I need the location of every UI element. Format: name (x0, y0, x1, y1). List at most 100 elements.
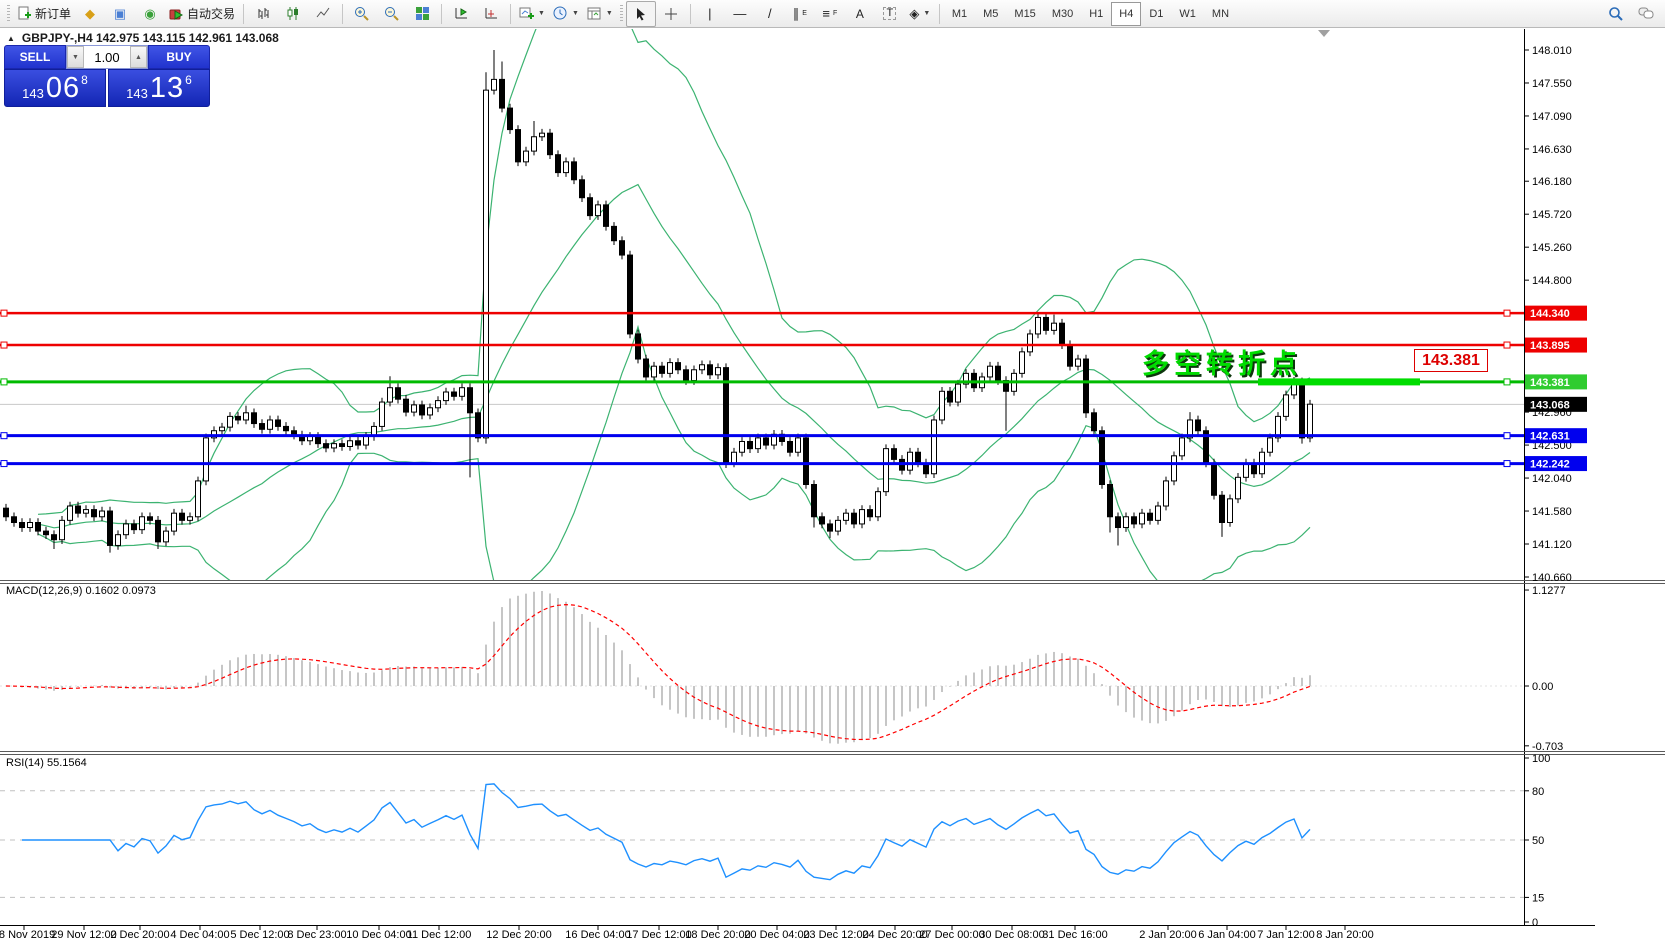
chart-shift-button[interactable] (476, 1, 506, 27)
zoom-out-icon (385, 6, 399, 21)
cursor-tool-button[interactable] (625, 0, 656, 27)
tile-windows-button[interactable] (407, 1, 437, 27)
svg-text:0.00: 0.00 (1532, 681, 1553, 693)
svg-text:27 Dec 00:00: 27 Dec 00:00 (919, 929, 984, 941)
sell-price-button[interactable]: 143 06 8 (4, 69, 106, 107)
toolbar-drag-handle[interactable] (619, 4, 623, 23)
market-depth-button[interactable]: ◆ (75, 1, 105, 27)
line-anchor (0, 341, 8, 349)
svg-text:23 Dec 12:00: 23 Dec 12:00 (803, 929, 868, 941)
bollinger-lower (37, 324, 1311, 580)
templates-dropdown[interactable]: ▼ (583, 1, 617, 27)
collapse-panel-icon[interactable]: ▲ (7, 33, 15, 43)
chat-button[interactable] (1631, 1, 1661, 27)
svg-text:143.381: 143.381 (1530, 377, 1570, 389)
crosshair-icon (664, 7, 677, 20)
timeframe-H1[interactable]: H1 (1089, 7, 1104, 20)
horizontal-line-icon: — (733, 6, 747, 21)
buy-price-button[interactable]: 143 13 6 (108, 69, 210, 107)
autotrading-button[interactable]: 自动交易 (165, 1, 239, 27)
price-callout-box[interactable]: 143.381 (1414, 349, 1488, 372)
chart-shift-marker (1318, 30, 1330, 37)
volume-increase-button[interactable]: ▲ (130, 46, 147, 68)
new-order-label: 新订单 (35, 7, 72, 21)
toolbar-separator (689, 3, 691, 24)
timeframe-M15[interactable]: M15 (1014, 7, 1036, 20)
text-tool[interactable]: A (845, 1, 875, 27)
line-anchor (1503, 378, 1511, 386)
chart-autoscroll-button[interactable] (446, 1, 476, 27)
periods-dropdown[interactable]: ▼ (549, 1, 583, 27)
text-label-tool[interactable]: T (875, 1, 905, 27)
new-order-button[interactable]: 新订单 (13, 1, 75, 27)
channel-e-label: E (802, 10, 807, 17)
timeframe-H4[interactable]: H4 (1111, 1, 1142, 26)
svg-text:29 Nov 12:00: 29 Nov 12:00 (51, 929, 116, 941)
terminal-button[interactable]: ▣ (105, 1, 135, 27)
cursor-icon (636, 7, 645, 20)
signals-icon: ◉ (144, 6, 156, 21)
svg-text:144.340: 144.340 (1530, 308, 1570, 320)
line-chart-type-button[interactable] (308, 1, 338, 27)
timeframe-M5[interactable]: M5 (983, 7, 999, 20)
toolbar-drag-handle[interactable] (7, 4, 10, 23)
fibonacci-tool[interactable]: ≡ F (815, 1, 845, 27)
price-tag (1525, 396, 1587, 412)
volume-decrease-button[interactable]: ▼ (67, 46, 84, 68)
timeframe-M30[interactable]: M30 (1051, 7, 1074, 20)
zoom-in-button[interactable] (347, 1, 377, 27)
macd-indicator-label: MACD(12,26,9) 0.1602 0.0973 (6, 585, 156, 597)
volume-value[interactable]: 1.00 (94, 49, 120, 65)
price-tag (1525, 456, 1587, 472)
svg-text:11 Dec 12:00: 11 Dec 12:00 (407, 929, 472, 941)
volume-stepper: ▼ 1.00 ▲ (66, 45, 148, 69)
bollinger-middle (37, 183, 1311, 529)
line-anchor (0, 309, 8, 317)
tile-windows-icon (415, 7, 429, 20)
zoom-out-button[interactable] (377, 1, 407, 27)
svg-text:2 Dec 20:00: 2 Dec 20:00 (110, 929, 169, 941)
buy-price-prefix: 143 (126, 86, 148, 101)
toolbar-separator (243, 3, 245, 24)
timeframe-MN[interactable]: MN (1211, 7, 1230, 20)
candle-chart-type-button[interactable] (278, 1, 308, 27)
one-click-price-row: 143 06 8 143 13 6 (4, 69, 210, 107)
timeframe-M1[interactable]: M1 (951, 7, 968, 20)
svg-text:80: 80 (1532, 786, 1544, 798)
toolbar-separator (342, 3, 344, 24)
channel-icon: ∥ (792, 6, 800, 21)
equidistant-channel-tool[interactable]: ∥ E (785, 1, 815, 27)
timeframe-D1[interactable]: D1 (1149, 7, 1164, 20)
crosshair-tool-button[interactable] (656, 1, 686, 27)
line-anchor (0, 378, 8, 386)
trendline-tool[interactable]: / (755, 1, 785, 27)
horizontal-line-tool[interactable]: — (725, 1, 755, 27)
toolbar-separator (510, 3, 512, 24)
svg-text:140.660: 140.660 (1532, 572, 1572, 584)
new-chart-dropdown[interactable]: ▼ (515, 1, 549, 27)
sell-price-main: 06 (45, 71, 81, 104)
search-button[interactable] (1601, 1, 1631, 27)
svg-text:6 Jan 04:00: 6 Jan 04:00 (1198, 929, 1256, 941)
text-icon: A (855, 6, 864, 21)
sell-button[interactable]: SELL (4, 45, 66, 69)
svg-text:50: 50 (1532, 835, 1544, 847)
signals-button[interactable]: ◉ (135, 1, 165, 27)
buy-button[interactable]: BUY (148, 45, 210, 69)
bar-chart-type-button[interactable] (248, 1, 278, 27)
svg-text:144.800: 144.800 (1532, 275, 1572, 287)
svg-text:1.1277: 1.1277 (1532, 585, 1566, 597)
timeframe-W1[interactable]: W1 (1179, 7, 1196, 20)
svg-text:145.260: 145.260 (1532, 242, 1572, 254)
autoscroll-icon (455, 8, 467, 19)
template-icon (587, 7, 601, 20)
arrows-dropdown[interactable]: ◈ ▼ (905, 1, 935, 27)
svg-text:17 Dec 12:00: 17 Dec 12:00 (626, 929, 691, 941)
vertical-line-tool[interactable]: | (695, 1, 725, 27)
buy-price-pip: 6 (185, 73, 192, 87)
price-tag (1525, 305, 1587, 321)
macd-signal-line (5, 603, 1311, 741)
